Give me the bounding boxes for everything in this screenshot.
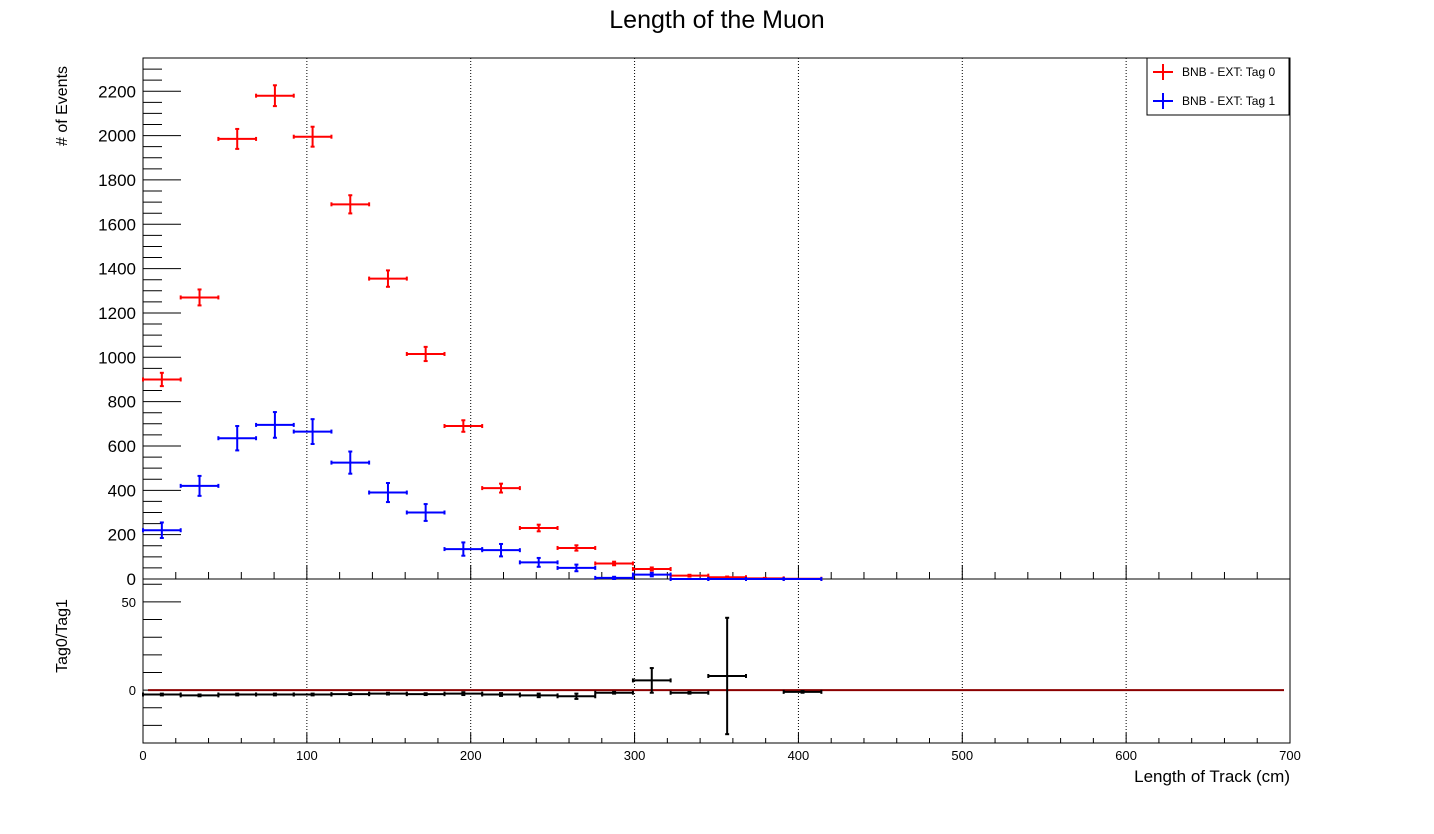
- x-axis-label: Length of Track (cm): [1134, 767, 1290, 786]
- top-y-tick-label: 1400: [98, 260, 136, 279]
- x-tick-label: 700: [1279, 748, 1301, 763]
- top-y-tick-label: 1200: [98, 304, 136, 323]
- top-y-tick-label: 0: [127, 570, 136, 589]
- legend-label-tag1: BNB - EXT: Tag 1: [1182, 94, 1275, 108]
- legend-box: [1146, 57, 1290, 116]
- x-tick-label: 500: [951, 748, 973, 763]
- x-tick-label: 600: [1115, 748, 1137, 763]
- x-tick-label: 300: [624, 748, 646, 763]
- bottom-panel-frame: [142, 578, 1291, 744]
- top-y-tick-label: 400: [108, 481, 136, 500]
- x-tick-label: 200: [460, 748, 482, 763]
- data-layer: [142, 84, 1284, 736]
- top-y-tick-label: 800: [108, 393, 136, 412]
- series-tag1: [142, 411, 823, 581]
- top-y-tick-label: 1800: [98, 171, 136, 190]
- bottom-y-tick-label: 50: [122, 595, 136, 610]
- bottom-y-axis-label: Tag0/Tag1: [54, 599, 71, 673]
- grid: [306, 58, 1127, 743]
- top-y-tick-label: 1000: [98, 348, 136, 367]
- top-y-tick-label: 600: [108, 437, 136, 456]
- x-tick-label: 0: [139, 748, 146, 763]
- ratio-series: [142, 616, 823, 736]
- bottom-y-tick-label: 0: [129, 683, 136, 698]
- top-y-tick-label: 1600: [98, 215, 136, 234]
- top-y-tick-label: 2200: [98, 82, 136, 101]
- x-tick-label: 100: [296, 748, 318, 763]
- top-y-tick-label: 200: [108, 526, 136, 545]
- legend-label-tag0: BNB - EXT: Tag 0: [1182, 65, 1275, 79]
- top-y-tick-label: 2000: [98, 127, 136, 146]
- axes: 0200400600800100012001400160018002000220…: [98, 57, 1301, 763]
- series-tag0: [142, 84, 823, 581]
- chart-title: Length of the Muon: [609, 6, 824, 34]
- x-tick-label: 400: [788, 748, 810, 763]
- legend: BNB - EXT: Tag 0 BNB - EXT: Tag 1: [1146, 57, 1290, 116]
- top-y-axis-label: # of Events: [54, 66, 71, 146]
